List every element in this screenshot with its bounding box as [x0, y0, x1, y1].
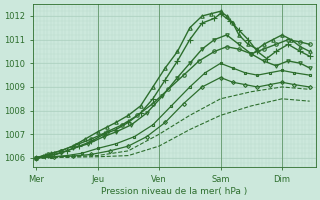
X-axis label: Pression niveau de la mer( hPa ): Pression niveau de la mer( hPa ) — [101, 187, 247, 196]
